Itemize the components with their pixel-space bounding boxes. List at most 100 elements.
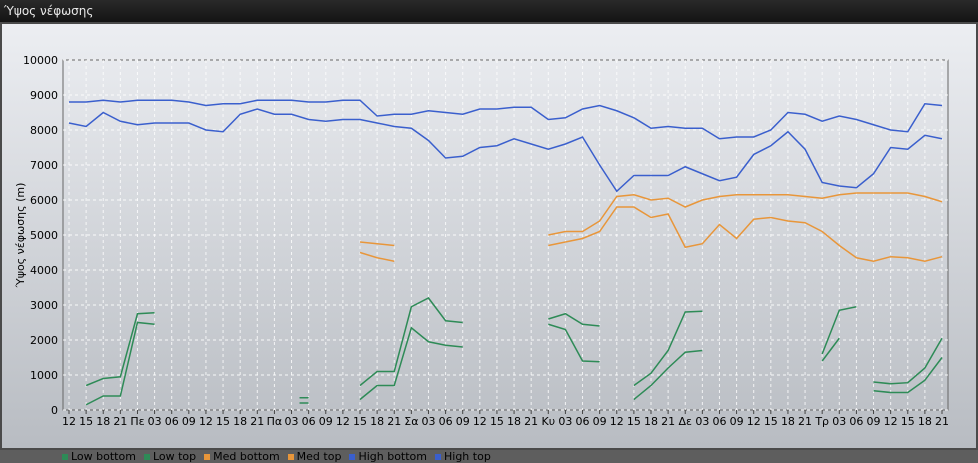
x-tick-label: 06 bbox=[849, 415, 863, 428]
series-line-high-bottom bbox=[68, 108, 943, 193]
x-tick-label: 15 bbox=[764, 415, 778, 428]
series-line-med-bottom bbox=[548, 206, 943, 263]
series-line-low-top bbox=[359, 297, 463, 387]
legend-swatch bbox=[62, 453, 68, 460]
x-tick-label: 15 bbox=[490, 415, 504, 428]
series-line-low-bottom bbox=[821, 337, 840, 362]
x-tick-label: 21 bbox=[661, 415, 675, 428]
legend-swatch bbox=[287, 453, 294, 460]
x-tick-label: 03 bbox=[558, 415, 572, 428]
x-tick-label: 06 bbox=[439, 415, 453, 428]
x-tick-label: 15 bbox=[79, 415, 93, 428]
legend-label: Low bottom bbox=[71, 450, 136, 463]
y-tick-label: 2000 bbox=[30, 334, 58, 347]
legend-item: Low bottom bbox=[62, 450, 136, 463]
y-tick-label: 10000 bbox=[23, 54, 58, 67]
x-tick-label: Πα bbox=[267, 415, 283, 428]
legend-label: High top bbox=[444, 450, 491, 463]
x-tick-label: 15 bbox=[627, 415, 641, 428]
series-line-med-bottom bbox=[359, 251, 395, 262]
x-tick-label: 12 bbox=[747, 415, 761, 428]
legend-swatch bbox=[143, 453, 150, 460]
y-tick-label: 8000 bbox=[30, 124, 58, 137]
series-line-med-top bbox=[359, 241, 395, 247]
x-tick-label: 12 bbox=[884, 415, 898, 428]
x-tick-label: 09 bbox=[319, 415, 333, 428]
window-title: Ύψος νέφωσης bbox=[0, 0, 978, 22]
legend-item: High bottom bbox=[349, 450, 427, 463]
series-line-med-top bbox=[548, 192, 943, 236]
y-tick-label: 7000 bbox=[30, 159, 58, 172]
x-tick-label: 12 bbox=[336, 415, 350, 428]
x-tick-label: 12 bbox=[199, 415, 213, 428]
x-tick-label: 03 bbox=[832, 415, 846, 428]
x-tick-label: 18 bbox=[781, 415, 795, 428]
x-tick-label: Πε bbox=[130, 415, 144, 428]
x-tick-label: Κυ bbox=[542, 415, 556, 428]
x-tick-label: 21 bbox=[798, 415, 812, 428]
series-line-low-top bbox=[85, 311, 155, 387]
chart-legend: Low bottom Low top Med bottom Med top High b… bbox=[62, 450, 491, 463]
legend-swatch bbox=[349, 453, 356, 460]
legend-label: Low top bbox=[152, 450, 197, 463]
series-line-low-top bbox=[633, 310, 703, 387]
x-tick-label: 09 bbox=[730, 415, 744, 428]
x-tick-label: 18 bbox=[233, 415, 247, 428]
x-tick-label: 21 bbox=[387, 415, 401, 428]
y-tick-label: 4000 bbox=[30, 264, 58, 277]
x-tick-label: 18 bbox=[507, 415, 521, 428]
x-tick-label: 12 bbox=[610, 415, 624, 428]
series-line-low-bottom bbox=[633, 349, 703, 401]
x-tick-label: 06 bbox=[302, 415, 316, 428]
series-line-low-bottom bbox=[85, 321, 155, 406]
x-tick-label: 18 bbox=[918, 415, 932, 428]
x-tick-label: Σα bbox=[404, 415, 418, 428]
series-line-low-bottom bbox=[548, 323, 600, 363]
y-tick-label: 0 bbox=[51, 404, 58, 417]
y-tick-label: 3000 bbox=[30, 299, 58, 312]
legend-item: Med top bbox=[287, 450, 342, 463]
legend-item: Low top bbox=[143, 450, 197, 463]
x-tick-label: 15 bbox=[353, 415, 367, 428]
legend-label: Med top bbox=[296, 450, 342, 463]
x-tick-label: 15 bbox=[901, 415, 915, 428]
x-tick-label: 18 bbox=[96, 415, 110, 428]
x-tick-label: 09 bbox=[182, 415, 196, 428]
series-line-low-bottom bbox=[873, 357, 943, 394]
x-tick-label: 21 bbox=[935, 415, 949, 428]
legend-label: Med bottom bbox=[213, 450, 280, 463]
x-tick-label: Δε bbox=[678, 415, 692, 428]
x-tick-label: 03 bbox=[148, 415, 162, 428]
series-line-low-top bbox=[548, 312, 600, 327]
series-line-low-top bbox=[821, 306, 857, 355]
legend-item: High top bbox=[435, 450, 491, 463]
chart-panel: 0 1000 2000 3000 4000 5000 6000 7000 8000 9000 100… bbox=[2, 24, 976, 463]
series-line-low-bottom bbox=[359, 326, 463, 401]
x-tick-label: 09 bbox=[593, 415, 607, 428]
x-tick-label: 06 bbox=[165, 415, 179, 428]
x-tick-label: 21 bbox=[250, 415, 264, 428]
legend-item: Med bottom bbox=[204, 450, 280, 463]
y-tick-label: 1000 bbox=[30, 369, 58, 382]
x-tick-label: 03 bbox=[285, 415, 299, 428]
x-tick-label: 03 bbox=[695, 415, 709, 428]
x-tick-label: 15 bbox=[216, 415, 230, 428]
x-tick-label: 09 bbox=[867, 415, 881, 428]
y-tick-label: 6000 bbox=[30, 194, 58, 207]
x-tick-label: 18 bbox=[644, 415, 658, 428]
x-tick-label: 12 bbox=[473, 415, 487, 428]
cloud-height-chart: 0 1000 2000 3000 4000 5000 6000 7000 8000 9000 100… bbox=[14, 54, 949, 428]
x-tick-label: 21 bbox=[524, 415, 538, 428]
x-tick-label: 09 bbox=[456, 415, 470, 428]
y-tick-label: 9000 bbox=[30, 89, 58, 102]
legend-swatch bbox=[435, 453, 441, 460]
series-line-high-top bbox=[69, 99, 943, 140]
legend-label: High bottom bbox=[358, 450, 427, 463]
x-tick-label: 06 bbox=[712, 415, 726, 428]
y-axis-label: Ύψος νέφωσης (m) bbox=[14, 183, 27, 289]
x-tick-label: 18 bbox=[370, 415, 384, 428]
x-tick-label: 12 bbox=[62, 415, 76, 428]
x-tick-label: 03 bbox=[421, 415, 435, 428]
x-tick-label: 21 bbox=[113, 415, 127, 428]
